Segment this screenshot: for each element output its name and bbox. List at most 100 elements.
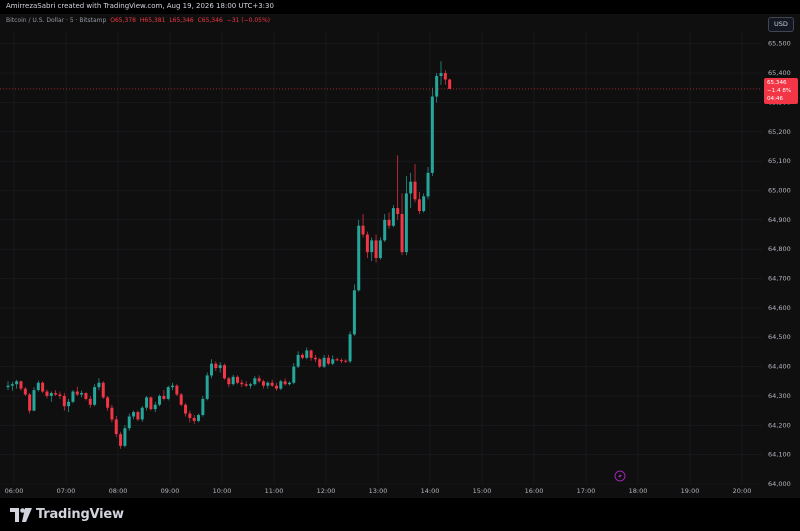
candle: [80, 390, 84, 398]
y-tick-label: 64,400: [768, 363, 791, 371]
y-tick-label: 65,000: [768, 186, 791, 194]
currency-button[interactable]: USD: [768, 17, 794, 32]
candle-body: [417, 199, 421, 212]
candle-body: [352, 290, 356, 335]
symbol-title[interactable]: Bitcoin / U.S. Dollar · 5 · Bitstamp: [6, 17, 107, 24]
y-tick-label: 64,300: [768, 392, 791, 400]
y-tick-label: 65,500: [768, 40, 791, 48]
candle-body: [145, 397, 149, 408]
candle-body: [422, 196, 426, 212]
candle: [270, 379, 274, 388]
candle-body: [435, 76, 439, 97]
time-axis[interactable]: 06:00 07:00 08:00 09:00 10:00 11:00 12:00 13:00…: [5, 487, 752, 495]
candle: [248, 382, 252, 389]
candle: [361, 213, 365, 238]
candle: [197, 413, 201, 423]
candle-body: [149, 397, 153, 410]
candle-body: [300, 354, 304, 358]
lightning-icon[interactable]: [614, 470, 626, 482]
candle: [305, 347, 309, 360]
candle: [244, 381, 248, 388]
candle: [426, 167, 430, 200]
candle: [279, 379, 283, 391]
y-tick-label: 64,500: [768, 333, 791, 341]
candle: [175, 384, 179, 396]
x-tick-label: 18:00: [629, 487, 648, 495]
candle: [162, 390, 166, 401]
ohlc-high: H65,381: [139, 17, 166, 24]
attribution-text: AmirrezaSabri created with TradingView.c…: [6, 2, 274, 10]
candle-body: [80, 393, 84, 395]
candle-body: [274, 385, 278, 389]
candle-body: [448, 79, 452, 89]
x-tick-label: 20:00: [733, 487, 752, 495]
candle: [49, 391, 53, 402]
candle-body: [218, 365, 222, 369]
candle-body: [127, 416, 131, 429]
x-tick-label: 15:00: [473, 487, 492, 495]
candle: [417, 191, 421, 214]
candle-body: [322, 357, 326, 367]
ohlc-change: −31 (−0.05%): [226, 17, 271, 24]
candle: [201, 395, 205, 417]
candle: [214, 361, 218, 371]
candle: [261, 379, 265, 389]
x-tick-label: 11:00: [265, 487, 284, 495]
x-tick-label: 16:00: [525, 487, 544, 495]
candle-body: [54, 393, 58, 395]
candle-body: [430, 96, 434, 173]
candle-body: [41, 382, 45, 392]
candle-body: [357, 225, 361, 291]
candle: [71, 390, 75, 404]
candle: [391, 205, 395, 228]
candle: [28, 393, 32, 414]
bar-countdown: 04:46: [767, 96, 784, 102]
candle: [413, 164, 417, 203]
candle: [136, 410, 140, 421]
candle-body: [62, 395, 66, 407]
candle: [179, 393, 183, 407]
candle: [253, 375, 257, 386]
candle: [127, 413, 131, 431]
candle-body: [84, 393, 88, 399]
candle-body: [318, 359, 322, 367]
candle: [443, 70, 447, 85]
candle-body: [6, 385, 10, 388]
candle: [339, 358, 343, 364]
candle-body: [32, 390, 36, 411]
x-tick-label: 09:00: [161, 487, 180, 495]
candle-body: [413, 181, 417, 200]
candle: [58, 391, 62, 399]
candle-body: [287, 382, 291, 385]
candle: [296, 351, 300, 369]
y-tick-label: 65,200: [768, 128, 791, 136]
candle: [123, 425, 127, 448]
candle-body: [361, 225, 365, 235]
candle: [322, 354, 326, 369]
price-axis[interactable]: 64,000 64,100 64,200 64,300 64,400 64,500 64,6…: [768, 40, 791, 488]
candle: [430, 87, 434, 176]
candle-body: [257, 378, 261, 382]
x-tick-label: 07:00: [57, 487, 76, 495]
candle-body: [400, 213, 404, 253]
x-tick-label: 10:00: [213, 487, 232, 495]
brand[interactable]: TradingView: [10, 507, 124, 522]
candle: [166, 385, 170, 401]
x-tick-label: 19:00: [681, 487, 700, 495]
candle-body: [344, 360, 348, 362]
candle: [348, 331, 352, 364]
candle: [231, 374, 235, 386]
candle: [184, 403, 188, 417]
candle-body: [409, 181, 413, 194]
last-price-change: −1.4 8%: [767, 88, 792, 94]
candle-body: [283, 381, 287, 385]
candle-body: [106, 397, 110, 408]
candle: [62, 393, 66, 411]
candle: [331, 355, 335, 366]
candle: [158, 394, 162, 407]
candle-body: [396, 208, 400, 214]
candle: [292, 363, 296, 385]
candle-body: [279, 381, 283, 389]
